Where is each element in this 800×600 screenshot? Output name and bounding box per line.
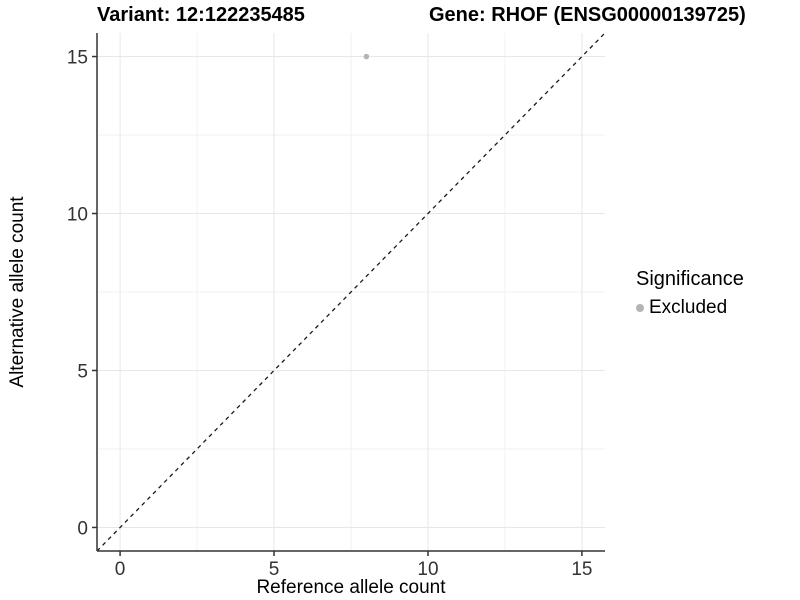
- y-tick-label: 0: [77, 518, 88, 539]
- y-axis-title: Alternative allele count: [7, 196, 28, 388]
- plot-title-variant: Variant: 12:122235485: [97, 4, 305, 26]
- x-tick-label: 10: [417, 559, 438, 580]
- legend-entry-label: Excluded: [649, 297, 728, 318]
- x-tick-label: 0: [115, 559, 126, 580]
- identity-line: [96, 32, 606, 552]
- legend-point-icon: [636, 304, 644, 312]
- x-tick-label: 15: [571, 559, 592, 580]
- legend-entry-excluded: Excluded: [636, 297, 744, 319]
- legend-title: Significance: [636, 268, 744, 290]
- y-tick-label: 15: [67, 48, 88, 69]
- data-point: [363, 53, 370, 60]
- x-axis-title: Reference allele count: [256, 577, 446, 598]
- plot-title-gene: Gene: RHOF (ENSG00000139725): [429, 4, 746, 26]
- y-tick-label: 5: [77, 361, 88, 382]
- x-tick-label: 5: [269, 559, 280, 580]
- legend: Significance Excluded: [636, 268, 744, 319]
- y-tick-label: 10: [67, 205, 88, 226]
